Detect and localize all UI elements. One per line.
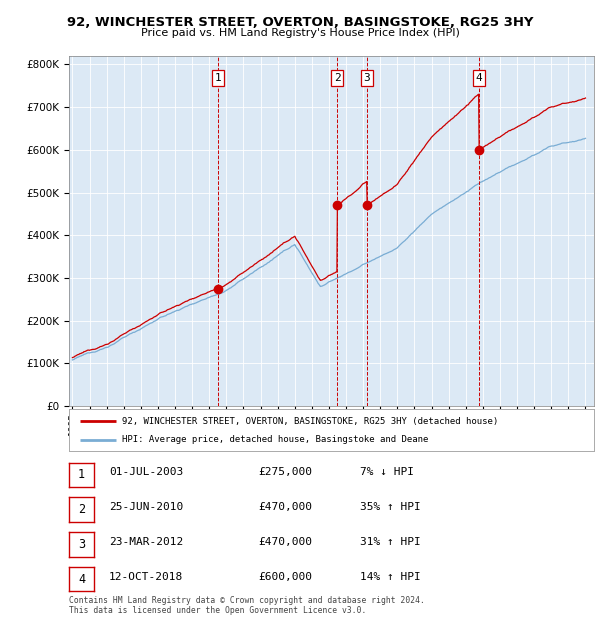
Text: 4: 4 <box>78 573 85 585</box>
Text: 31% ↑ HPI: 31% ↑ HPI <box>360 537 421 547</box>
Text: 23-MAR-2012: 23-MAR-2012 <box>109 537 184 547</box>
Text: 92, WINCHESTER STREET, OVERTON, BASINGSTOKE, RG25 3HY (detached house): 92, WINCHESTER STREET, OVERTON, BASINGST… <box>121 417 498 425</box>
Text: £275,000: £275,000 <box>258 467 312 477</box>
Text: 01-JUL-2003: 01-JUL-2003 <box>109 467 184 477</box>
Text: 14% ↑ HPI: 14% ↑ HPI <box>360 572 421 582</box>
Text: Contains HM Land Registry data © Crown copyright and database right 2024.
This d: Contains HM Land Registry data © Crown c… <box>69 596 425 615</box>
Text: 4: 4 <box>476 73 482 83</box>
Text: 1: 1 <box>78 469 85 481</box>
Text: 7% ↓ HPI: 7% ↓ HPI <box>360 467 414 477</box>
Text: 3: 3 <box>364 73 370 83</box>
Text: £470,000: £470,000 <box>258 537 312 547</box>
Text: 1: 1 <box>214 73 221 83</box>
Text: 12-OCT-2018: 12-OCT-2018 <box>109 572 184 582</box>
Text: 3: 3 <box>78 538 85 551</box>
Text: 35% ↑ HPI: 35% ↑ HPI <box>360 502 421 512</box>
Text: HPI: Average price, detached house, Basingstoke and Deane: HPI: Average price, detached house, Basi… <box>121 435 428 444</box>
Text: Price paid vs. HM Land Registry's House Price Index (HPI): Price paid vs. HM Land Registry's House … <box>140 28 460 38</box>
Text: £600,000: £600,000 <box>258 572 312 582</box>
Text: 2: 2 <box>334 73 341 83</box>
Text: 25-JUN-2010: 25-JUN-2010 <box>109 502 184 512</box>
Text: 2: 2 <box>78 503 85 516</box>
Text: £470,000: £470,000 <box>258 502 312 512</box>
Text: 92, WINCHESTER STREET, OVERTON, BASINGSTOKE, RG25 3HY: 92, WINCHESTER STREET, OVERTON, BASINGST… <box>67 16 533 29</box>
